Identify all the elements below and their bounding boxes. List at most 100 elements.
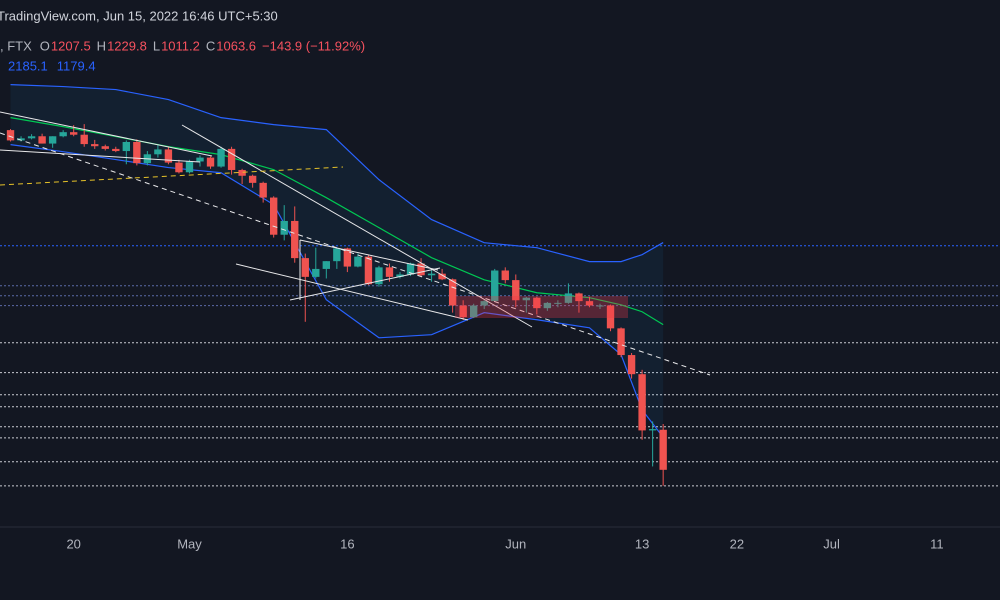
- candle-body: [122, 141, 130, 152]
- highlight-box: [455, 296, 628, 318]
- candle-body: [112, 148, 120, 152]
- candle-body: [375, 267, 383, 285]
- candle-body: [48, 136, 57, 144]
- candle-body: [459, 305, 467, 318]
- trend-line: [289, 267, 441, 301]
- candle-body: [322, 261, 330, 269]
- x-tick-label: Jun: [505, 536, 526, 551]
- x-tick-label: 11: [930, 536, 944, 551]
- x-tick-label: Jul: [823, 536, 840, 551]
- candle-body: [648, 429, 657, 431]
- trend-line: [181, 124, 533, 328]
- candle-body: [543, 302, 552, 309]
- legend-text: 2185.1: [8, 58, 48, 73]
- x-tick-label: 20: [66, 536, 80, 551]
- yellow-dashed-line: [0, 166, 344, 186]
- candle-body: [301, 258, 309, 277]
- candle-body: [627, 355, 636, 375]
- candle-body: [38, 136, 46, 144]
- candle-body: [448, 279, 457, 306]
- candle-body: [291, 220, 299, 259]
- candle-body: [270, 197, 278, 235]
- band-upper: [10, 84, 664, 263]
- candle-body: [6, 130, 15, 141]
- trend-line: [0, 111, 213, 157]
- candle-body: [70, 132, 78, 135]
- legend-text: 1229.8: [107, 38, 147, 53]
- candle-body: [27, 136, 36, 139]
- candle-body: [385, 267, 394, 277]
- candle-body: [512, 280, 520, 301]
- candle-body: [227, 148, 236, 170]
- candle-body: [585, 301, 594, 306]
- candle-body: [480, 301, 488, 306]
- candle-body: [427, 273, 436, 276]
- candle-body: [501, 270, 509, 281]
- candle-body: [164, 149, 173, 163]
- candle-body: [396, 274, 404, 277]
- candle-body: [185, 161, 194, 173]
- legend: , FTX O 1207.5 H 1229.8 L 1011.2 C 1063.6 −143.9 …: [0, 38, 365, 73]
- legend-text: H: [97, 38, 106, 53]
- drawings: [0, 245, 1000, 487]
- candle-body: [533, 297, 541, 309]
- x-tick-label: 16: [340, 536, 354, 551]
- candle-body: [80, 134, 88, 145]
- candle-body: [259, 182, 267, 198]
- candle-body: [312, 268, 320, 277]
- candle-body: [133, 141, 141, 164]
- legend-text: 1207.5: [51, 38, 91, 53]
- legend-text: 1179.4: [57, 58, 96, 73]
- legend-text: , FTX: [0, 38, 32, 53]
- candle-body: [564, 293, 573, 303]
- candle-body: [417, 263, 425, 276]
- candle-body: [248, 175, 257, 183]
- legend-text: O: [40, 38, 50, 53]
- legend-text: L: [153, 38, 160, 53]
- candle-body: [364, 256, 373, 285]
- legend-text: 1011.2: [161, 38, 200, 53]
- candle-body: [154, 149, 162, 155]
- time-axis: 20 May 16 Jun 13 22 Jul 11: [66, 536, 943, 551]
- candle-body: [659, 429, 667, 470]
- candle-body: [491, 270, 499, 302]
- candle-body: [596, 305, 604, 307]
- candle-body: [606, 305, 615, 329]
- candle-body: [343, 248, 352, 267]
- candle-body: [101, 146, 109, 149]
- candle-body: [406, 263, 415, 275]
- candle-body: [354, 256, 362, 267]
- x-tick-label: 22: [730, 536, 744, 551]
- candle-body: [59, 132, 67, 137]
- candle-body: [470, 305, 478, 318]
- candle-body: [238, 169, 246, 176]
- x-tick-label: 13: [635, 536, 649, 551]
- candle-body: [554, 302, 562, 304]
- candle-body: [217, 148, 225, 167]
- candle-body: [438, 273, 446, 280]
- candle-body: [17, 138, 25, 141]
- candle-body: [522, 297, 530, 301]
- trend-line: [0, 149, 201, 163]
- candle-body: [206, 157, 215, 167]
- x-tick-label: May: [177, 536, 202, 551]
- candle-body: [91, 144, 99, 147]
- candle-body: [333, 248, 341, 262]
- watermark: TradingView.com, Jun 15, 2022 16:46 UTC+…: [0, 8, 278, 23]
- legend-text: C: [206, 38, 215, 53]
- candle-body: [638, 374, 646, 431]
- candle-body: [196, 157, 204, 162]
- candle-body: [617, 328, 625, 356]
- trend-line: [299, 239, 439, 271]
- candle-body: [280, 220, 288, 235]
- trend-lines: [0, 111, 711, 376]
- candle-body: [575, 293, 583, 302]
- trend-line: [235, 263, 469, 321]
- legend-text: −143.9 (−11.92%): [262, 38, 365, 53]
- dashed-trend-line: [0, 132, 711, 376]
- candle-body: [175, 162, 183, 173]
- legend-text: 1063.6: [216, 38, 256, 53]
